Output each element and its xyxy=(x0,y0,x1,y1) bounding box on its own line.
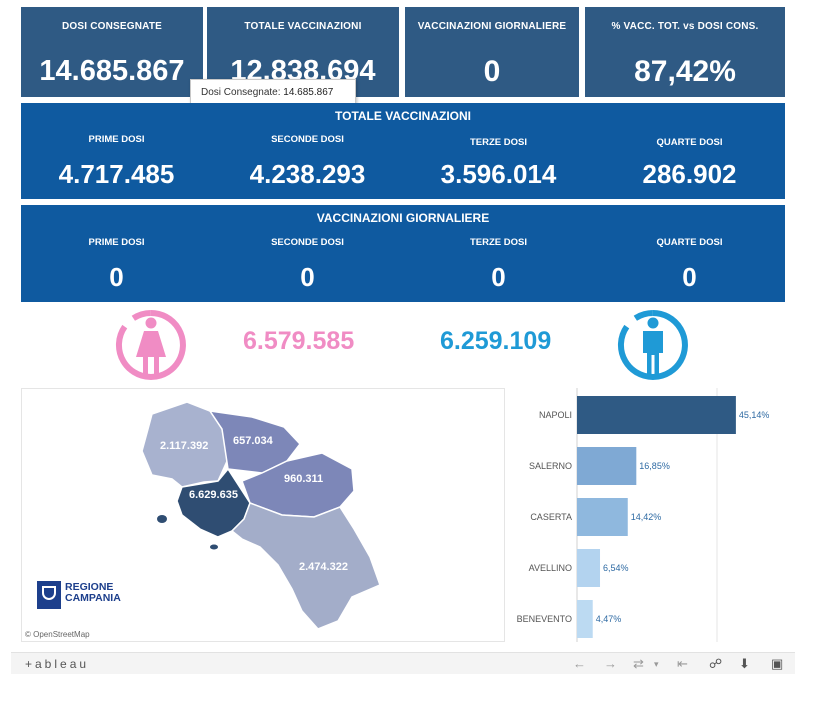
tooltip: Dosi Consegnate: 14.685.867 xyxy=(190,79,356,106)
bar-category-label: BENEVENTO xyxy=(517,614,572,624)
bar-category-label: CASERTA xyxy=(530,512,572,522)
col-label: PRIME DOSI xyxy=(88,134,145,145)
logo-text-line1: REGIONE xyxy=(65,581,114,593)
map-label-salerno: 2.474.322 xyxy=(299,561,348,573)
kpi-dosi-consegnate[interactable]: DOSI CONSEGNATE 14.685.867 xyxy=(21,7,203,97)
col-value: 0 xyxy=(109,262,124,292)
giornaliere-terze-dosi[interactable]: TERZE DOSI 0 xyxy=(403,237,594,293)
vaccinazioni-giornaliere-band: VACCINAZIONI GIORNALIERE PRIME DOSI 0 SE… xyxy=(21,205,785,302)
kpi-vaccinazioni-giornaliere[interactable]: VACCINAZIONI GIORNALIERE 0 xyxy=(405,7,579,97)
undo-icon[interactable]: ← xyxy=(573,656,586,671)
share-icon[interactable]: ☍ xyxy=(709,656,723,671)
logo-text-line2: CAMPANIA xyxy=(65,592,121,604)
col-label: PRIME DOSI xyxy=(88,237,145,248)
female-count: 6.579.585 xyxy=(243,327,355,355)
map-label-benevento: 657.034 xyxy=(233,435,273,447)
band-title: TOTALE VACCINAZIONI xyxy=(335,109,471,123)
map-attribution[interactable]: © OpenStreetMap xyxy=(25,630,90,639)
kpi-percent-vacc[interactable]: % VACC. TOT. vs DOSI CONS. 87,42% xyxy=(585,7,785,97)
redo-icon[interactable]: → xyxy=(604,656,617,671)
male-count: 6.259.109 xyxy=(440,327,552,355)
bar-value-label: 6,54% xyxy=(603,563,629,573)
bar-napoli xyxy=(577,396,736,434)
totale-terze-dosi[interactable]: TERZE DOSI 3.596.014 xyxy=(403,137,594,190)
col-value: 3.596.014 xyxy=(440,159,557,189)
bar-category-label: AVELLINO xyxy=(529,563,572,573)
logo-emblem xyxy=(37,581,61,609)
tableau-logo[interactable]: +ableau xyxy=(25,657,90,671)
totale-vaccinazioni-band: TOTALE VACCINAZIONI PRIME DOSI 4.717.485… xyxy=(21,103,785,199)
col-value: 4.717.485 xyxy=(58,159,175,189)
bar-salerno xyxy=(577,447,637,485)
bar-category-label: SALERNO xyxy=(529,461,572,471)
map-label-caserta: 2.117.392 xyxy=(160,440,209,452)
map-label-avellino: 960.311 xyxy=(284,473,324,485)
province-bar-chart[interactable]: NAPOLI 45,14% SALERNO 16,85% CASERTA 14,42% AV… xyxy=(505,388,805,642)
band-title: VACCINAZIONI GIORNALIERE xyxy=(316,211,490,225)
bar-chart-svg: NAPOLI 45,14% SALERNO 16,85% CASERTA 14,42% AV… xyxy=(517,388,770,642)
col-value: 0 xyxy=(300,262,315,292)
col-value: 0 xyxy=(491,262,506,292)
col-label: SECONDE DOSI xyxy=(271,134,344,145)
totale-prime-dosi[interactable]: PRIME DOSI 4.717.485 xyxy=(21,134,212,190)
regione-campania-logo: REGIONE CAMPANIA xyxy=(37,581,137,613)
bar-value-label: 45,14% xyxy=(739,410,770,420)
map-island-ischia xyxy=(157,515,167,523)
totale-seconde-dosi[interactable]: SECONDE DOSI 4.238.293 xyxy=(212,134,403,190)
kpi-value: 0 xyxy=(483,55,501,88)
map-region-salerno xyxy=(230,502,381,630)
giornaliere-quarte-dosi[interactable]: QUARTE DOSI 0 xyxy=(594,237,785,293)
totale-quarte-dosi[interactable]: QUARTE DOSI 286.902 xyxy=(594,137,785,190)
female-icon xyxy=(115,310,186,380)
kpi-value: 14.685.867 xyxy=(39,55,185,87)
revert-icon[interactable]: ⇄ xyxy=(633,656,644,671)
fullscreen-icon[interactable]: ▣ xyxy=(771,656,784,671)
bar-value-label: 4,47% xyxy=(596,614,622,624)
download-icon[interactable]: ⬇ xyxy=(739,656,750,671)
bar-value-label: 16,85% xyxy=(639,461,670,471)
bar-value-label: 14,42% xyxy=(631,512,662,522)
campania-map[interactable]: 2.117.392 657.034 960.311 6.629.635 2.47… xyxy=(21,388,505,642)
tooltip-label: Dosi Consegnate: xyxy=(201,87,281,98)
col-label: QUARTE DOSI xyxy=(656,137,723,148)
col-label: TERZE DOSI xyxy=(469,137,527,148)
col-label: TERZE DOSI xyxy=(469,237,527,248)
kpi-label: TOTALE VACCINAZIONI xyxy=(244,21,362,32)
kpi-label: VACCINAZIONI GIORNALIERE xyxy=(417,21,567,32)
tooltip-value: 14.685.867 xyxy=(283,87,334,98)
bar-category-label: NAPOLI xyxy=(539,410,572,420)
map-label-napoli: 6.629.635 xyxy=(189,489,238,501)
kpi-value: 87,42% xyxy=(634,55,736,88)
col-label: SECONDE DOSI xyxy=(271,237,344,248)
male-icon xyxy=(617,310,688,380)
giornaliere-seconde-dosi[interactable]: SECONDE DOSI 0 xyxy=(212,237,403,293)
col-label: QUARTE DOSI xyxy=(656,237,723,248)
reset-icon[interactable]: ⇤ xyxy=(677,656,688,671)
col-value: 286.902 xyxy=(642,159,737,189)
kpi-label: % VACC. TOT. vs DOSI CONS. xyxy=(611,21,759,32)
map-island-capri xyxy=(210,544,218,550)
kpi-label: DOSI CONSEGNATE xyxy=(61,21,163,32)
col-value: 0 xyxy=(682,262,697,292)
revert-dropdown-icon[interactable]: ▾ xyxy=(654,659,659,669)
map-svg xyxy=(141,401,381,630)
bar-avellino xyxy=(577,549,601,587)
tableau-toolbar: +ableau ← → ⇄ ▾ ⇤ ☍ ⬇ ▣ xyxy=(11,652,795,674)
giornaliere-prime-dosi[interactable]: PRIME DOSI 0 xyxy=(21,237,212,293)
col-value: 4.238.293 xyxy=(249,159,366,189)
bar-benevento xyxy=(577,600,593,638)
bar-caserta xyxy=(577,498,628,536)
